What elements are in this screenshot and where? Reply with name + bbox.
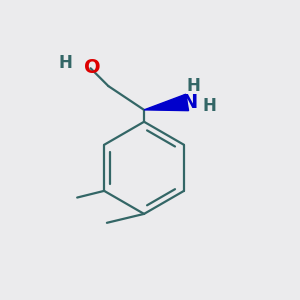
Text: O: O — [84, 58, 100, 76]
Polygon shape — [144, 94, 189, 111]
Text: H: H — [186, 77, 200, 95]
Text: H: H — [58, 54, 72, 72]
Text: H: H — [202, 97, 216, 115]
Text: N: N — [182, 93, 198, 112]
